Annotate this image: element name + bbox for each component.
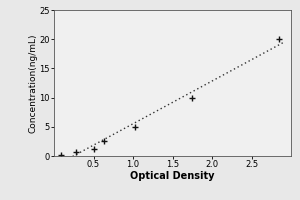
Y-axis label: Concentration(ng/mL): Concentration(ng/mL) — [29, 33, 38, 133]
X-axis label: Optical Density: Optical Density — [130, 171, 215, 181]
